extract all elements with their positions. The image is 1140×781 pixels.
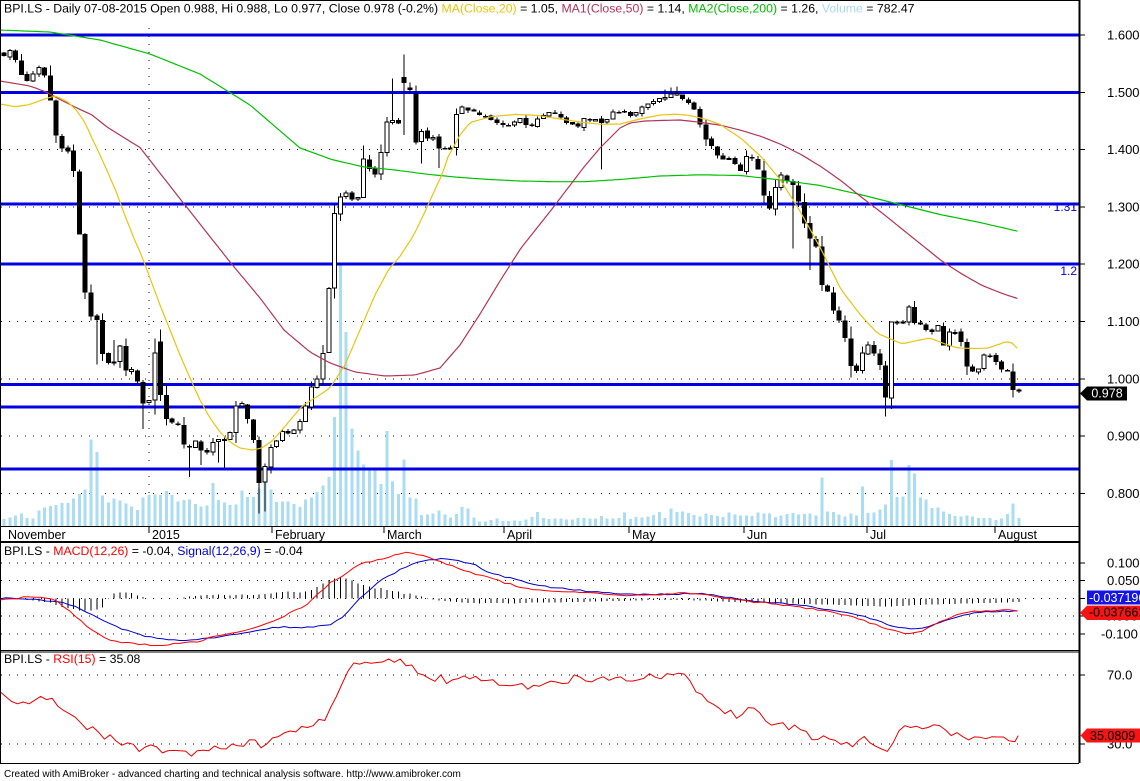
svg-text:1.2: 1.2 [1060, 264, 1077, 278]
svg-text:Jul: Jul [870, 528, 886, 542]
svg-text:0.900: 0.900 [1107, 429, 1140, 444]
svg-text:August: August [998, 528, 1037, 542]
svg-text:Created with AmiBroker - advan: Created with AmiBroker - advanced charti… [4, 769, 461, 780]
svg-text:-0.037661: -0.037661 [1089, 606, 1140, 620]
svg-text:-0.100: -0.100 [1101, 626, 1138, 641]
svg-text:0.050: 0.050 [1107, 573, 1140, 588]
svg-text:0.800: 0.800 [1107, 486, 1140, 501]
svg-text:BPI.LS - MACD(12,26) = -0.04,: BPI.LS - MACD(12,26) = -0.04, Signal(12,… [4, 544, 303, 558]
svg-text:May: May [632, 528, 656, 542]
svg-text:Jun: Jun [747, 528, 767, 542]
svg-text:1.100: 1.100 [1107, 314, 1140, 329]
svg-text:1.600: 1.600 [1107, 28, 1140, 43]
svg-text:BPI.LS - RSI(15) = 35.08: BPI.LS - RSI(15) = 35.08 [4, 652, 141, 666]
svg-text:BPI.LS - Daily 07-08-2015 Open: BPI.LS - Daily 07-08-2015 Open 0.988, Hi… [4, 2, 915, 16]
svg-text:35.0809: 35.0809 [1090, 729, 1135, 743]
svg-text:1.300: 1.300 [1107, 199, 1140, 214]
svg-text:February: February [275, 528, 326, 542]
svg-text:-0.037196: -0.037196 [1089, 591, 1140, 605]
svg-text:0.978: 0.978 [1091, 387, 1122, 401]
svg-text:2015: 2015 [152, 528, 180, 542]
svg-text:November: November [8, 528, 66, 542]
svg-text:1.31: 1.31 [1054, 200, 1078, 214]
svg-text:0.100: 0.100 [1107, 556, 1140, 571]
svg-text:1.400: 1.400 [1107, 142, 1140, 157]
svg-text:April: April [507, 528, 532, 542]
svg-text:70.0: 70.0 [1107, 668, 1132, 683]
svg-text:March: March [387, 528, 422, 542]
svg-text:1.200: 1.200 [1107, 257, 1140, 272]
svg-text:1.000: 1.000 [1107, 371, 1140, 386]
svg-text:1.500: 1.500 [1107, 85, 1140, 100]
